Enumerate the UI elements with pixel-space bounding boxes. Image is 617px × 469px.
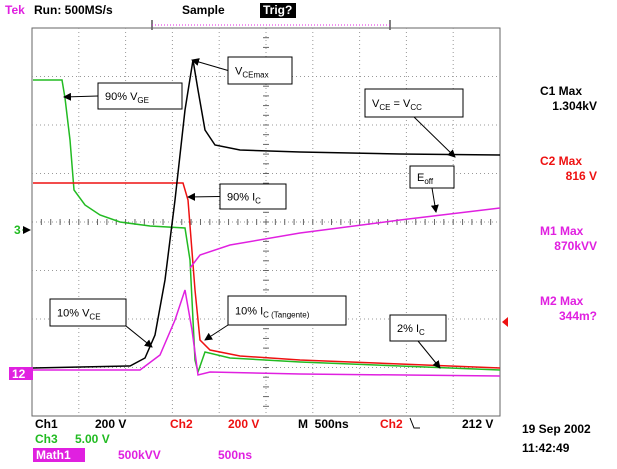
- math-scale: 500kVV: [118, 448, 161, 462]
- annotation-arrow: [204, 324, 229, 341]
- annotation-box: [219, 183, 287, 210]
- annotation-main: 90% I: [227, 192, 255, 204]
- annotation-box: [409, 165, 455, 189]
- annotation-subscript: CE: [379, 103, 390, 112]
- ch3-marker: 3: [14, 223, 21, 237]
- trig-level-marker: [502, 317, 508, 327]
- trace-math: [33, 207, 501, 377]
- annotation-arrow: [413, 116, 456, 158]
- annotation-text: 10% VCE: [57, 308, 101, 322]
- annotation-box: [49, 298, 127, 327]
- annotation-subscript: CEmax: [242, 71, 268, 80]
- math-label: Math1: [36, 448, 71, 462]
- annotation-main: = V: [390, 98, 411, 110]
- math-time: 500ns: [218, 448, 252, 462]
- readout-value: 816 V: [566, 169, 597, 183]
- annotation-arrow: [191, 58, 229, 71]
- annotation-box: [227, 56, 293, 85]
- annotation-arrow: [417, 340, 441, 369]
- timebase: M 500ns: [298, 417, 349, 431]
- annotation-main: 90% V: [105, 91, 138, 103]
- annotation-main: 10% V: [57, 308, 90, 320]
- annotation-text: Eoff: [417, 172, 434, 186]
- ref-marker-bg: [9, 367, 33, 380]
- annotation-arrow: [63, 92, 99, 101]
- annotation-box: [97, 82, 183, 110]
- annotation-text: 90% VGE: [105, 91, 149, 105]
- annotation-arrow: [125, 325, 153, 348]
- run-status: Run: 500MS/s: [34, 3, 113, 17]
- annotation-box: [364, 88, 464, 118]
- ch3-label: Ch3: [35, 432, 58, 446]
- annotation-text: VCE = VCC: [372, 98, 422, 112]
- ch1-scale: 200 V: [95, 417, 126, 431]
- readout-label: M2 Max: [540, 294, 584, 308]
- ch3-scale: 5.00 V: [75, 432, 110, 446]
- trig-source: Ch2: [380, 417, 403, 431]
- trig-status: Trig?: [263, 3, 292, 17]
- annotation-subscript: C (Tangente): [263, 311, 310, 320]
- acq-mode: Sample: [182, 3, 225, 17]
- annotation-subscript: off: [424, 177, 434, 186]
- annotation-arrow: [430, 187, 439, 213]
- annotation-box: [389, 314, 447, 342]
- annotation-main: V: [372, 98, 380, 110]
- ch1-label: Ch1: [35, 417, 58, 431]
- readout-value: 870kVV: [554, 239, 597, 253]
- annotation-text: 2% IC: [397, 323, 425, 337]
- annotation-subscript: GE: [137, 96, 149, 105]
- annotation-subscript: CE: [89, 313, 100, 322]
- trig-slope: [409, 417, 420, 429]
- annotation-subscript: CC: [410, 103, 422, 112]
- annotation-text: 10% IC (Tangente): [235, 306, 310, 320]
- annotation-text: 90% IC: [227, 192, 261, 206]
- annotation-text: VCEmax: [235, 66, 269, 80]
- annotation-main: E: [417, 172, 424, 184]
- readout-value: 344m?: [559, 309, 597, 323]
- annotation-main: 10% I: [235, 306, 263, 318]
- math-bg: [33, 448, 85, 462]
- readout-label: M1 Max: [540, 224, 584, 238]
- ch2-scale: 200 V: [228, 417, 259, 431]
- annotation-arrow: [187, 192, 221, 201]
- time: 11:42:49: [522, 441, 570, 455]
- brand: Tek: [5, 3, 25, 17]
- ch2-label: Ch2: [170, 417, 193, 431]
- date: 19 Sep 2002: [522, 422, 591, 436]
- annotation-main: V: [235, 66, 243, 78]
- trig-level: 212 V: [462, 417, 493, 431]
- trace-ch3: [33, 79, 501, 375]
- annotation-subscript: C: [255, 197, 261, 206]
- annotation-subscript: C: [419, 328, 425, 337]
- readout-value: 1.304kV: [552, 99, 597, 113]
- annotation-box: [227, 295, 347, 326]
- readout-label: C1 Max: [540, 84, 582, 98]
- ref-marker: 12: [12, 367, 26, 381]
- annotation-main: 2% I: [397, 323, 419, 335]
- readout-label: C2 Max: [540, 154, 582, 168]
- trace-ch2: [33, 182, 501, 369]
- trig-bg: [260, 3, 296, 18]
